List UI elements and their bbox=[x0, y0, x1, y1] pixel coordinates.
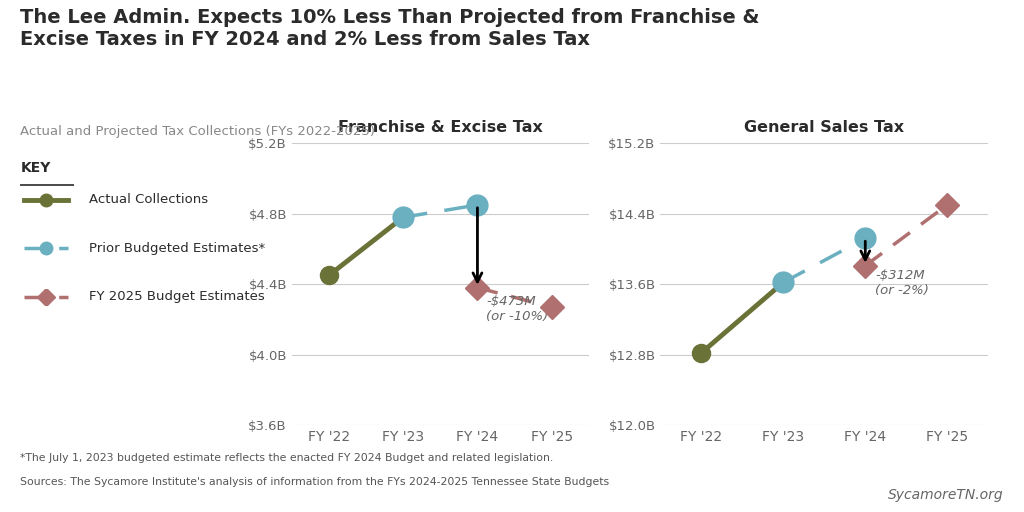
Text: Actual and Projected Tax Collections (FYs 2022-2025): Actual and Projected Tax Collections (FY… bbox=[20, 125, 376, 138]
Title: General Sales Tax: General Sales Tax bbox=[744, 120, 904, 135]
Text: Actual Collections: Actual Collections bbox=[89, 193, 208, 206]
Text: KEY: KEY bbox=[20, 161, 51, 175]
Text: Prior Budgeted Estimates*: Prior Budgeted Estimates* bbox=[89, 242, 265, 255]
Text: SycamoreTN.org: SycamoreTN.org bbox=[888, 488, 1004, 502]
Text: The Lee Admin. Expects 10% Less Than Projected from Franchise &
Excise Taxes in : The Lee Admin. Expects 10% Less Than Pro… bbox=[20, 8, 760, 50]
Text: -$312M
(or -2%): -$312M (or -2%) bbox=[876, 269, 929, 297]
Text: Sources: The Sycamore Institute's analysis of information from the FYs 2024-2025: Sources: The Sycamore Institute's analys… bbox=[20, 477, 609, 487]
Text: -$473M
(or -10%): -$473M (or -10%) bbox=[486, 295, 549, 323]
Text: FY 2025 Budget Estimates: FY 2025 Budget Estimates bbox=[89, 290, 265, 304]
Title: Franchise & Excise Tax: Franchise & Excise Tax bbox=[338, 120, 543, 135]
Text: *The July 1, 2023 budgeted estimate reflects the enacted FY 2024 Budget and rela: *The July 1, 2023 budgeted estimate refl… bbox=[20, 453, 554, 463]
